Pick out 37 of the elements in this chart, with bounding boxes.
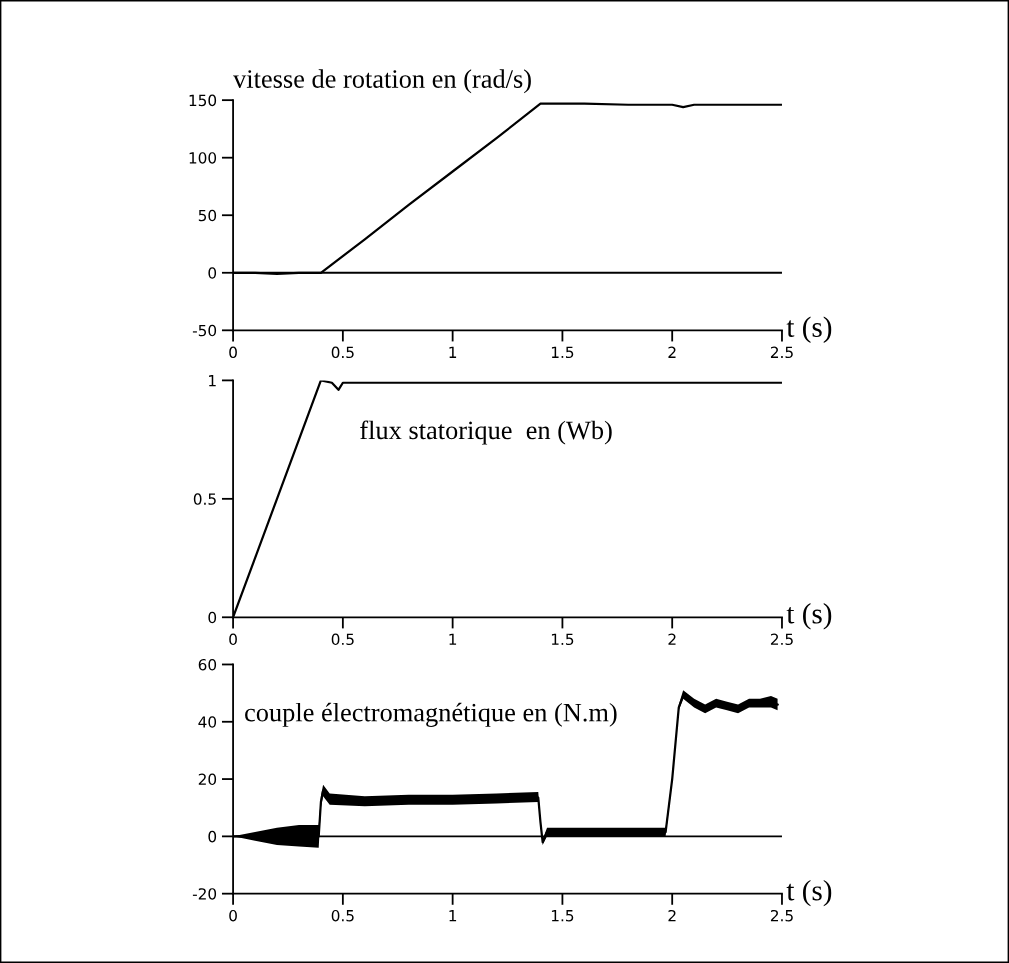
x-tick-label: 2 (668, 346, 676, 358)
text: couple électromagnétique en (N.m) (245, 702, 617, 727)
y-tick-label: 0.5 (193, 493, 216, 505)
x-tick-label: 0.5 (331, 633, 354, 646)
x-tick-label: 1 (449, 346, 457, 358)
x-tick-label: 1.5 (551, 346, 574, 359)
y-tick-label: 0 (208, 830, 217, 843)
x-tick-label: 1.5 (551, 633, 574, 646)
x-tick-label: 1 (449, 633, 457, 645)
y-tick-label: 100 (189, 152, 217, 164)
x-tick-label: 0.5 (331, 909, 354, 922)
x-axis-title: t (s) (786, 879, 832, 907)
x-axis-title: t (s) (786, 603, 832, 630)
x-tick-label: 2 (668, 633, 676, 645)
y-tick-label: 1 (209, 375, 216, 387)
y-tick-label: 150 (189, 94, 217, 107)
y-tick-label: 40 (198, 716, 217, 728)
x-tick-label: 2.5 (770, 346, 793, 359)
x-tick-label: 0 (229, 633, 237, 646)
x-tick-label: 0.5 (331, 346, 354, 359)
y-tick-label: -20 (192, 888, 217, 900)
y-tick-label: 0 (208, 267, 217, 279)
y-tick-label: -50 (192, 324, 217, 337)
y-tick-label: 0 (208, 611, 217, 624)
y-tick-label: 20 (198, 773, 217, 786)
x-tick-label: 2.5 (770, 633, 793, 646)
x-tick-label: 0 (229, 909, 237, 922)
x-tick-label: 0 (229, 346, 237, 359)
y-tick-label: 50 (198, 209, 217, 222)
x-axis-title: t (s) (786, 316, 832, 343)
x-tick-label: 1.5 (551, 910, 574, 922)
x-tick-label: 2.5 (770, 909, 793, 922)
y-tick-label: 60 (198, 658, 217, 671)
x-tick-label: 2 (668, 909, 676, 922)
x-tick-label: 1 (449, 910, 457, 922)
text: flux statorique en (Wb) (360, 420, 612, 445)
chart-title: vitesse de rotation en (rad/s) (233, 69, 531, 94)
